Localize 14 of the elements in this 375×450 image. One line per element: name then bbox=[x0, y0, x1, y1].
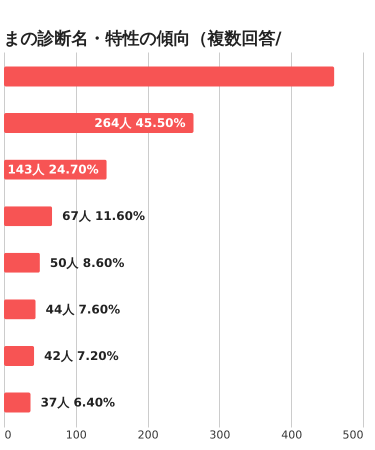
x-tick-label: 0 bbox=[4, 428, 12, 442]
x-tick-label: 500 bbox=[342, 428, 364, 442]
data-label: 37人 6.40% bbox=[40, 396, 116, 410]
data-label: 42人 7.20% bbox=[44, 348, 119, 363]
chart-title: まの診断名・特性の傾向（複数回答/ bbox=[3, 29, 282, 49]
x-tick-label: 300 bbox=[209, 428, 230, 442]
data-label: 143人 24.70% bbox=[7, 162, 99, 177]
data-label: 50人 8.60% bbox=[50, 256, 124, 270]
x-tick-label: 400 bbox=[281, 428, 302, 442]
data-label: 44人 7.60% bbox=[46, 302, 120, 316]
x-tick-label: 200 bbox=[138, 428, 159, 442]
data-label: 67人 11.60% bbox=[62, 209, 145, 224]
data-label: 264人 45.50% bbox=[94, 116, 186, 130]
x-tick-label: 100 bbox=[66, 428, 87, 442]
